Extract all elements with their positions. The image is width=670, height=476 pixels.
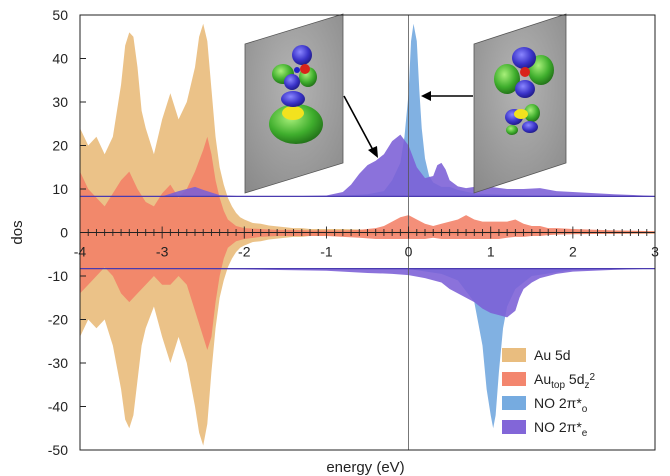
orbital-inset-right: [473, 13, 567, 194]
orbital-atom-left-red: [300, 64, 310, 74]
orbital-lobe-left-blue-a: [292, 45, 312, 65]
annotation-arrows: [343, 91, 473, 158]
orbital-inset-left: [244, 13, 344, 194]
x-tick-label: -1: [320, 244, 333, 260]
area-series-layer: [80, 23, 655, 446]
orbital-panel-right: [473, 13, 567, 194]
y-tick-label: -30: [48, 355, 68, 371]
x-tick-label: 2: [569, 244, 577, 260]
series-2-spin-up-area: [80, 136, 655, 233]
y-tick-label: 30: [52, 94, 68, 110]
x-tick-label: 0: [405, 244, 413, 260]
legend-label-2: Autop 5dz2: [534, 371, 596, 391]
arrow-right-head: [421, 91, 431, 101]
baseline-layer: [80, 195, 655, 270]
legend-swatch-3: [502, 396, 526, 410]
y-tick-label: -20: [48, 312, 68, 328]
x-tick-label: -3: [156, 244, 169, 260]
orbital-lobe-right-green-d: [506, 125, 518, 135]
arrow-left-shaft: [343, 95, 374, 151]
orbital-lobe-left-yellow-core: [282, 106, 304, 120]
legend-swatch-4: [502, 420, 526, 434]
series-4-spin-down-area: [80, 268, 655, 318]
legend-label-1: Au 5d: [534, 347, 571, 363]
x-tick-label: 3: [651, 244, 659, 260]
orbital-lobe-right-yellow-core: [514, 109, 528, 119]
y-tick-label: 20: [52, 138, 68, 154]
legend-label-3: NO 2π*o: [534, 395, 588, 415]
orbital-lobe-right-green-c: [524, 104, 540, 122]
y-tick-label: 10: [52, 181, 68, 197]
series-4-spin-up-area: [80, 134, 655, 197]
y-axis-title: dos: [9, 220, 26, 244]
orbital-atom-right-red: [520, 67, 530, 77]
orbital-atom-left-blue: [294, 67, 300, 73]
y-tick-label: -10: [48, 268, 68, 284]
arrow-left-head: [368, 146, 378, 158]
orbital-lobe-left-blue-mid: [281, 91, 305, 107]
y-tick-label: 0: [60, 225, 68, 241]
orbital-lobe-right-green-a: [494, 64, 520, 94]
x-tick-label: -2: [238, 244, 251, 260]
y-tick-label: -40: [48, 399, 68, 415]
orbital-lobe-right-blue-b: [515, 80, 535, 98]
x-tick-label: 1: [487, 244, 495, 260]
x-axis-title: energy (eV): [326, 459, 404, 476]
y-tick-label: -50: [48, 442, 68, 458]
x-tick-label: -4: [74, 244, 87, 260]
legend: Au 5d Autop 5dz2 NO 2π*o NO 2π*e: [502, 347, 596, 439]
legend-swatch-2: [502, 372, 526, 386]
legend-swatch-1: [502, 348, 526, 362]
series-2-spin-down-area: [80, 232, 655, 350]
orbital-lobe-right-blue-a: [512, 47, 536, 69]
y-tick-label: 40: [52, 51, 68, 67]
orbital-lobe-left-blue-b: [284, 74, 300, 90]
y-tick-label: 50: [52, 7, 68, 23]
legend-label-4: NO 2π*e: [534, 419, 588, 439]
orbital-lobe-right-blue-d: [522, 121, 538, 133]
